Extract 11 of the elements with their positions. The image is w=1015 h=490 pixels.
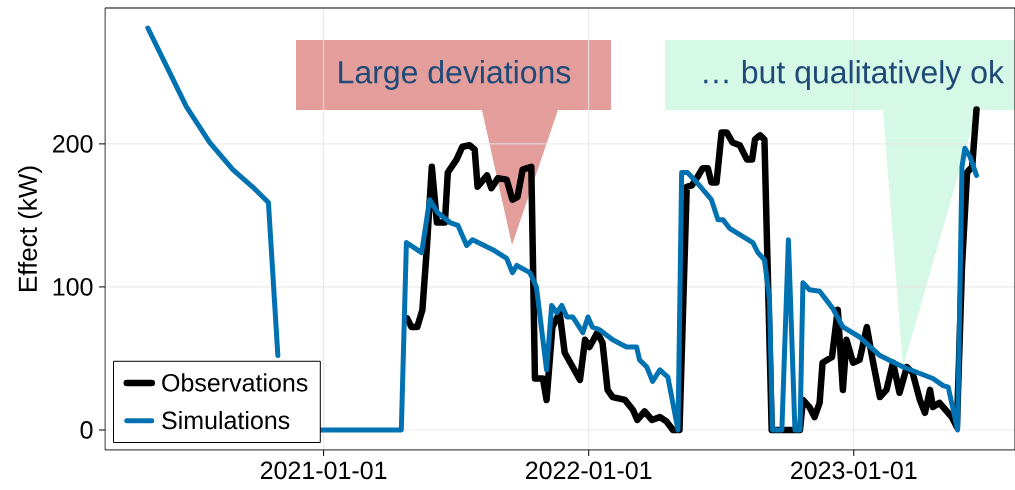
y-tick-label: 200 xyxy=(53,135,93,153)
y-axis-title: Effect (kW) xyxy=(17,166,43,291)
x-tick-label: 2022-01-01 xyxy=(526,461,652,480)
y-tick-label: 100 xyxy=(53,278,93,296)
annotation: … but qualitatively ok xyxy=(704,60,1005,90)
y-tick-label: 0 xyxy=(80,421,93,439)
x-tick-label: 2023-01-01 xyxy=(791,461,917,480)
annotation: Large deviations xyxy=(339,60,571,90)
legend-label: Simulations xyxy=(162,410,290,430)
x-tick-label: 2021-01-01 xyxy=(260,461,387,480)
legend-label: Observations xyxy=(162,373,308,392)
